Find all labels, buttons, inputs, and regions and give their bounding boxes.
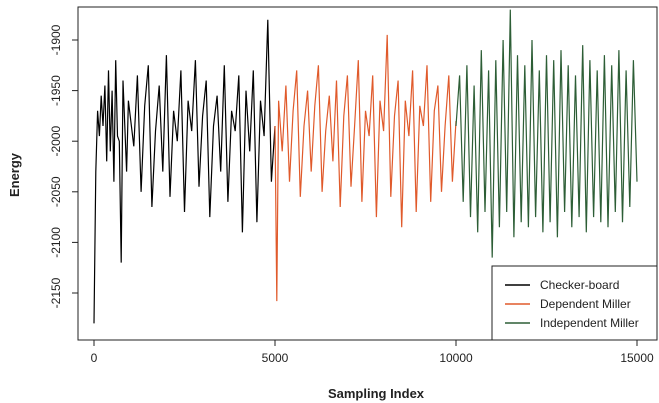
x-tick-label: 10000 [439,351,473,365]
y-tick-label: -1900 [49,24,63,55]
x-axis-title: Sampling Index [328,386,425,401]
y-axis: -2150 -2100 -2050 -2000 -1950 -1900 [49,24,78,308]
series-line-0 [93,19,276,324]
y-tick-label: -2050 [49,176,63,207]
y-tick-label: -2000 [49,126,63,157]
y-tick-label: -2150 [49,277,63,308]
y-axis-title: Energy [7,152,22,197]
x-tick-label: 0 [91,351,98,365]
legend-label: Independent Miller [540,316,639,330]
x-tick-label: 5000 [262,351,289,365]
legend-label: Dependent Miller [540,297,631,311]
y-tick-label: -1950 [49,75,63,106]
legend-box [491,265,658,341]
y-tick-label: -2100 [49,227,63,258]
series-line-1 [274,34,457,302]
legend-label: Checker-board [540,278,619,292]
x-tick-label: 15000 [620,351,654,365]
series-layer [93,9,638,324]
x-axis: 0 5000 10000 15000 [91,340,654,365]
series-line-2 [455,9,638,258]
plot-frame [77,6,658,341]
legend: Checker-board Dependent Miller Independent… [491,265,658,341]
